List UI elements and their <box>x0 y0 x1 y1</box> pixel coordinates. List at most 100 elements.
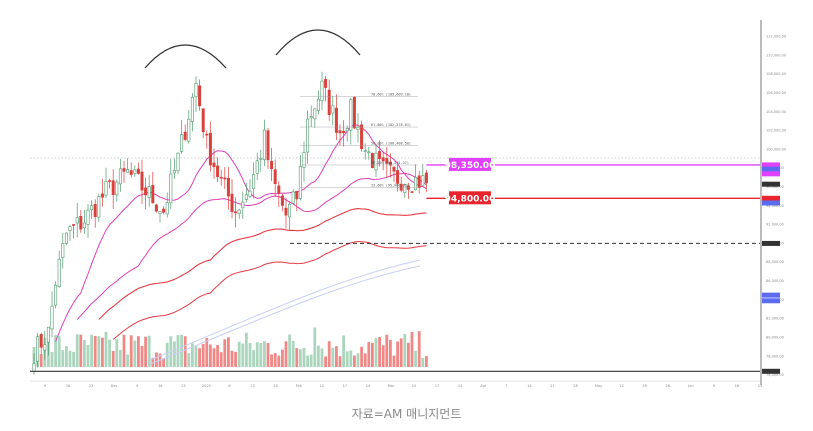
candle-body <box>349 99 353 131</box>
candle-body <box>309 116 313 119</box>
candle-body <box>331 105 335 114</box>
candle-body <box>388 162 392 166</box>
volume-bar <box>338 356 342 367</box>
candle-body <box>234 211 238 214</box>
candle-body <box>302 152 306 168</box>
volume-bar <box>165 342 169 367</box>
candle-body <box>280 195 284 206</box>
volume-bar <box>194 346 198 367</box>
axis-badge <box>762 240 780 246</box>
volume-bar <box>295 348 299 367</box>
x-tick-label: 17 <box>343 384 347 388</box>
volume-bar <box>414 350 417 367</box>
y-tick-label: 88,000.00 <box>766 260 784 264</box>
volume-bar <box>245 332 248 367</box>
volume-bar <box>65 346 68 367</box>
candle-body <box>79 216 83 230</box>
candle-body <box>72 224 76 226</box>
candle-body <box>147 186 151 198</box>
candle-body <box>367 151 371 154</box>
candle-body <box>421 175 425 186</box>
volume-bar <box>255 342 259 367</box>
x-tick-label: 19 <box>642 384 646 388</box>
candle-body <box>320 80 324 102</box>
volume-bar <box>399 338 403 367</box>
y-tick-label: 78,000.00 <box>766 354 784 358</box>
x-tick-label: Apr <box>480 384 487 388</box>
x-tick-label: 24 <box>458 384 463 388</box>
axis-badge <box>762 166 780 172</box>
x-tick-label: 26 <box>666 384 670 388</box>
volume-bar <box>209 344 212 367</box>
candle-body <box>298 165 302 199</box>
volume-bar <box>389 339 392 367</box>
candle-body <box>212 162 216 168</box>
candle-body <box>219 176 223 179</box>
y-tick-label: 102,000.00 <box>766 129 786 133</box>
ma-short <box>55 124 427 342</box>
volume-bar <box>248 343 252 367</box>
volume-bar <box>392 355 396 367</box>
candle-body <box>406 185 410 190</box>
candle-body <box>244 194 248 200</box>
price-axis: 112,000.00 110,000.00 108,000.00 106,000.00… <box>760 20 786 385</box>
x-tick-label: May <box>595 384 602 388</box>
axis-badge <box>762 298 780 304</box>
volume-bar <box>162 358 165 367</box>
volume-bar <box>75 334 79 367</box>
candle-body <box>252 174 256 190</box>
volume-bar <box>241 343 245 367</box>
candle-body <box>100 193 104 198</box>
y-tick-label: 104,000.00 <box>766 110 786 114</box>
candle-body <box>374 152 378 171</box>
candle-body <box>378 151 382 160</box>
volume-bar <box>187 353 191 367</box>
y-tick-label: 108,000.00 <box>766 72 786 76</box>
axis-badge <box>762 195 780 201</box>
axis-badge <box>762 171 780 177</box>
volume-bar <box>101 337 104 367</box>
candle-body <box>270 161 274 170</box>
y-tick-label: 100,000.00 <box>766 147 786 151</box>
price-tag <box>449 191 491 205</box>
volume-bar <box>425 356 428 367</box>
trend-line-upper <box>149 259 421 361</box>
candle-body <box>208 132 212 166</box>
volume-bar <box>360 346 363 367</box>
volume-bar <box>72 351 75 367</box>
y-tick-label: 86,000.00 <box>766 279 784 283</box>
candle-body <box>172 170 176 174</box>
volume-bar <box>140 345 144 367</box>
candle-body <box>223 177 227 180</box>
x-tick-label: 9 <box>713 384 715 388</box>
volume-bar <box>212 348 216 367</box>
candle-body <box>183 131 187 140</box>
volume-bar <box>119 349 122 367</box>
candle-body <box>306 118 310 153</box>
candle-body <box>169 173 173 204</box>
candle-body <box>140 171 144 191</box>
candles <box>32 71 428 375</box>
x-tick-label: 9 <box>136 384 138 388</box>
volume-bars <box>32 327 428 367</box>
volume-bar <box>335 346 338 367</box>
x-tick-label: 17 <box>435 384 439 388</box>
x-tick-label: Dec <box>111 384 118 388</box>
x-tick-label: 10 <box>320 384 324 388</box>
candle-body <box>190 96 194 122</box>
volume-bar <box>191 343 194 367</box>
price-tag-label: 98,350.00 <box>445 161 496 171</box>
candle-body <box>158 211 162 214</box>
candle-body <box>68 226 72 231</box>
candle-body <box>43 344 47 351</box>
volume-bar <box>57 336 61 367</box>
volume-bar <box>230 350 234 367</box>
volume-bar <box>306 355 309 367</box>
volume-bar <box>144 336 147 367</box>
y-tick-label: 92,000.00 <box>766 223 784 227</box>
candle-body <box>97 196 101 218</box>
candle-body <box>385 158 389 164</box>
candle-body <box>187 118 191 142</box>
candle-body <box>165 202 169 215</box>
candle-body <box>118 168 122 185</box>
